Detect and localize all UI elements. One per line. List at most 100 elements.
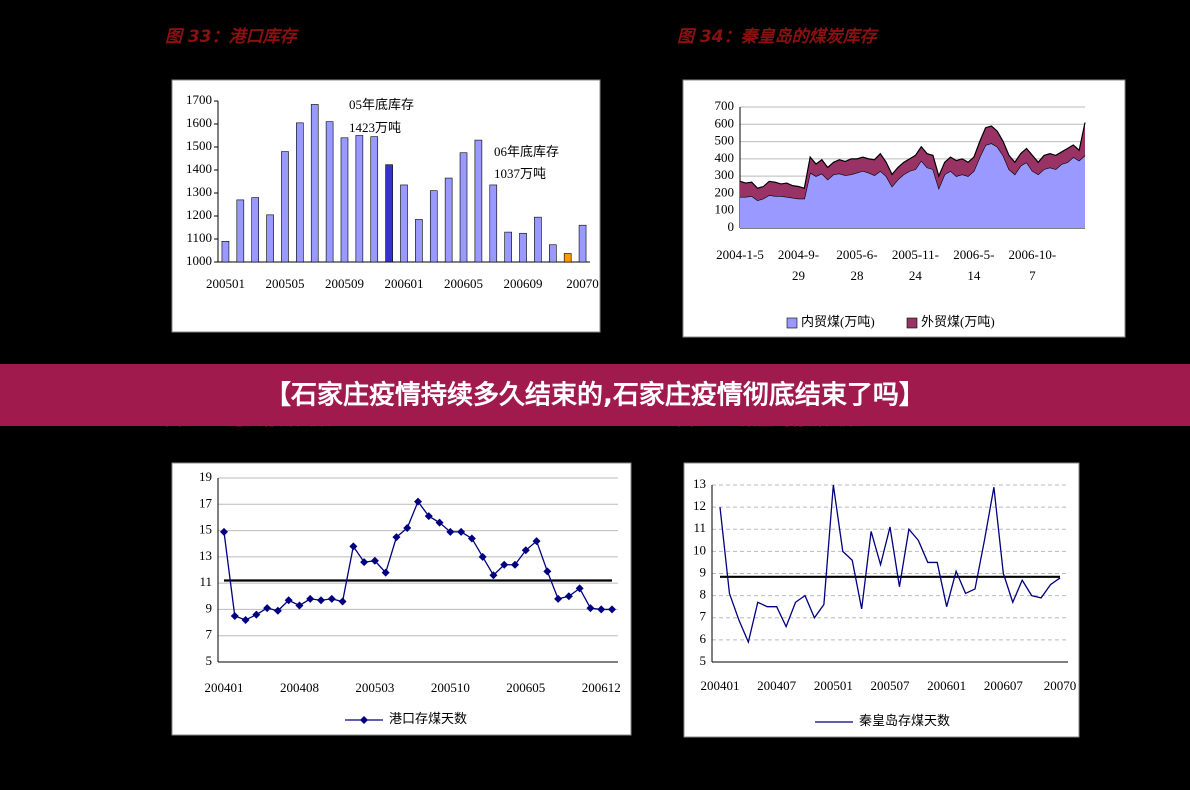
y-tick-label: 100 bbox=[715, 202, 735, 217]
x-tick-label: 200501 bbox=[206, 276, 245, 291]
legend-marker bbox=[360, 716, 368, 724]
marker bbox=[457, 527, 466, 536]
marker bbox=[392, 533, 401, 542]
marker bbox=[284, 596, 293, 605]
legend-label: 外贸煤(万吨) bbox=[921, 314, 995, 329]
chart-title: 图 33：港口库存 bbox=[165, 27, 300, 47]
x-tick-label: 200401 bbox=[205, 680, 244, 695]
bar bbox=[519, 232, 527, 263]
x-tick-label: 200408 bbox=[280, 680, 319, 695]
marker bbox=[532, 537, 541, 546]
chart: 5 7 9 11 13 15 17 19 200401 200408 200503 200510 200… bbox=[171, 462, 632, 736]
marker bbox=[521, 546, 530, 555]
y-tick-label: 11 bbox=[693, 520, 706, 535]
area-outline bbox=[739, 122, 1086, 190]
marker bbox=[349, 542, 358, 551]
y-tick-label: 1200 bbox=[186, 207, 212, 222]
y-tick-label: 9 bbox=[700, 564, 707, 579]
marker bbox=[435, 518, 444, 527]
marker bbox=[252, 610, 261, 619]
y-tick-label: 700 bbox=[715, 98, 735, 113]
marker bbox=[608, 605, 616, 614]
x-tick-label: 20070 bbox=[1044, 678, 1077, 693]
x-tick-label: 200505 bbox=[265, 276, 304, 291]
legend-label: 秦皇岛存煤天数 bbox=[859, 713, 950, 728]
bar bbox=[563, 253, 572, 263]
y-tick-label: 500 bbox=[715, 133, 735, 148]
bar bbox=[429, 190, 438, 263]
x-tick-label: 2006-5-14 bbox=[953, 247, 994, 283]
y-tick-label: 13 bbox=[693, 476, 706, 491]
x-tick-label: 200503 bbox=[355, 680, 394, 695]
banner: 【石家庄疫情持续多久结束的,石家庄疫情彻底结束了吗】 bbox=[265, 380, 925, 411]
x-tick-label: 200605 bbox=[444, 276, 483, 291]
y-tick-label: 5 bbox=[206, 653, 213, 668]
marker bbox=[586, 604, 595, 613]
banner-bg bbox=[0, 364, 1190, 426]
bar bbox=[325, 121, 334, 263]
marker bbox=[424, 512, 433, 521]
marker bbox=[306, 594, 315, 603]
y-tick-label: 10 bbox=[693, 542, 706, 557]
y-tick-label: 1100 bbox=[186, 230, 212, 245]
x-tick-label: 200407 bbox=[757, 678, 797, 693]
line bbox=[719, 484, 1061, 645]
marker bbox=[327, 594, 336, 603]
chart-box bbox=[683, 462, 1080, 738]
marker bbox=[338, 597, 347, 606]
marker bbox=[489, 571, 498, 580]
y-tick-label: 11 bbox=[199, 574, 212, 589]
x-tick-label: 200605 bbox=[506, 680, 545, 695]
x-tick-label: 200401 bbox=[701, 678, 740, 693]
marker bbox=[467, 534, 476, 543]
y-tick-label: 12 bbox=[693, 498, 706, 513]
bar bbox=[340, 137, 349, 263]
y-tick-label: 200 bbox=[715, 184, 735, 199]
bar bbox=[415, 219, 423, 263]
y-tick-label: 8 bbox=[700, 587, 707, 602]
marker bbox=[273, 606, 282, 615]
marker bbox=[220, 527, 228, 536]
marker bbox=[370, 556, 379, 565]
x-tick-label: 2004-1-5 bbox=[716, 247, 764, 262]
bar bbox=[534, 216, 542, 263]
legend-swatch bbox=[906, 317, 918, 329]
bar bbox=[548, 244, 557, 263]
x-tick-label: 200607 bbox=[984, 678, 1024, 693]
marker bbox=[446, 527, 455, 536]
x-tick-label: 200609 bbox=[504, 276, 543, 291]
annotation: 06年底库存 bbox=[494, 144, 559, 159]
marker bbox=[564, 592, 573, 601]
bar bbox=[578, 224, 587, 263]
x-tick-label: 20070 bbox=[566, 276, 599, 291]
marker bbox=[360, 558, 369, 567]
annotation: 1423万吨 bbox=[349, 120, 401, 135]
bar bbox=[385, 164, 393, 263]
chart: 0 100 200 300 400 500 600 700 2004-1-5 2004-9-29 2… bbox=[682, 79, 1126, 338]
x-tick-label: 2006-10-7 bbox=[1009, 247, 1057, 283]
marker bbox=[575, 584, 584, 593]
bar bbox=[266, 214, 274, 263]
annotation: 1037万吨 bbox=[494, 166, 546, 181]
y-tick-label: 13 bbox=[199, 548, 212, 563]
x-tick-label: 200510 bbox=[431, 680, 470, 695]
marker bbox=[597, 605, 606, 614]
x-tick-label: 200601 bbox=[927, 678, 966, 693]
y-tick-label: 0 bbox=[728, 219, 735, 234]
x-tick-label: 2004-9-29 bbox=[778, 247, 819, 283]
chart: 1000 1100 1200 1300 1400 1500 1600 1700 200501 20… bbox=[171, 79, 601, 333]
legend-label: 内贸煤(万吨) bbox=[801, 314, 875, 329]
y-tick-label: 15 bbox=[199, 522, 212, 537]
y-tick-label: 6 bbox=[700, 631, 707, 646]
marker bbox=[500, 560, 509, 569]
area bbox=[740, 122, 1085, 201]
y-tick-label: 7 bbox=[206, 627, 213, 642]
bar bbox=[296, 122, 304, 263]
marker bbox=[511, 560, 519, 569]
y-tick-label: 600 bbox=[715, 115, 735, 130]
y-tick-label: 300 bbox=[715, 167, 735, 182]
x-tick-label: 200501 bbox=[814, 678, 853, 693]
marker bbox=[403, 523, 412, 532]
marker bbox=[414, 497, 422, 506]
